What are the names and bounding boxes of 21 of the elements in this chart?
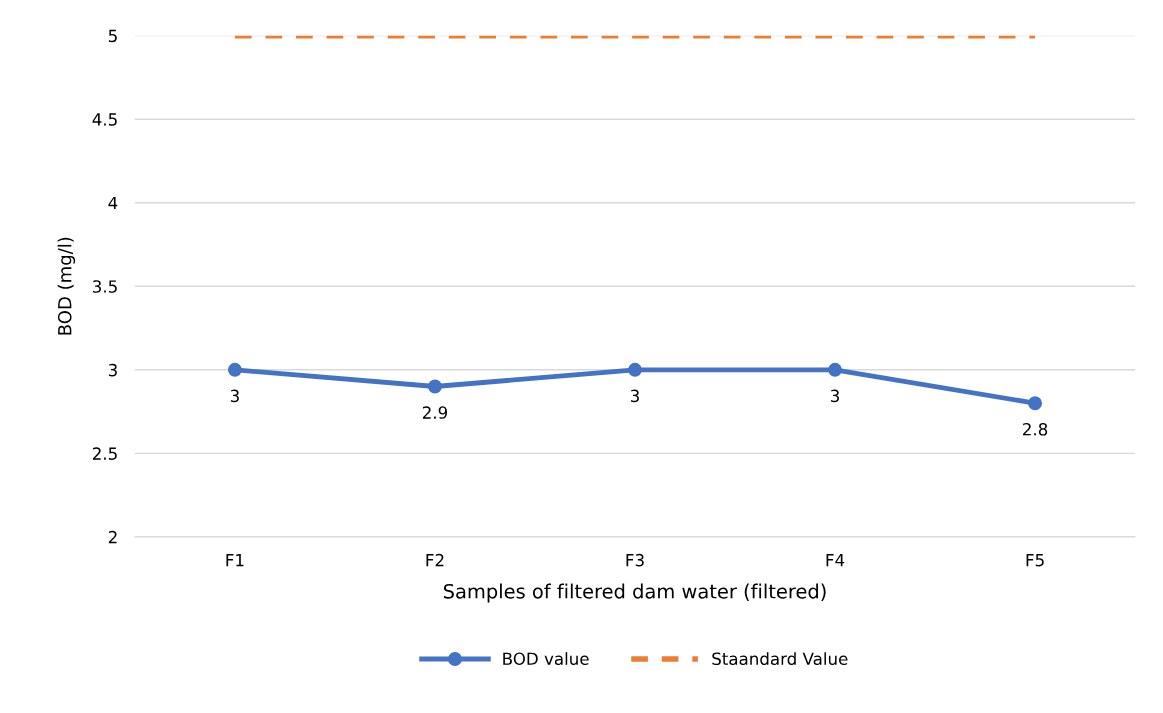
data-label: 2.9	[422, 406, 448, 419]
y-tick-label: 4	[108, 196, 118, 210]
x-tick-label: F1	[226, 554, 244, 567]
y-axis-title: BOD (mg/l)	[57, 237, 76, 335]
data-label: 2.8	[1023, 422, 1048, 436]
y-tick-label: 4.5	[92, 113, 117, 126]
x-tick-label: F2	[426, 553, 444, 567]
data-label: 3	[230, 389, 239, 403]
y-tick-label: 3	[108, 363, 117, 377]
legend-label: Staandard Value	[712, 652, 848, 666]
x-tick-label: F5	[1026, 554, 1044, 567]
data-label: 3	[831, 389, 839, 403]
y-tick-label: 2.5	[92, 447, 117, 460]
y-tick-label: 3.5	[93, 280, 117, 293]
x-axis-title: Samples of filtered dam water (filtered)	[443, 583, 826, 603]
data-label: 3	[630, 389, 639, 403]
x-tick-label: F3	[626, 553, 644, 567]
y-tick-label: 5	[108, 29, 117, 43]
x-tick-label: F4	[826, 554, 845, 567]
legend-label: BOD value	[503, 652, 589, 666]
y-tick-label: 2	[108, 530, 117, 544]
